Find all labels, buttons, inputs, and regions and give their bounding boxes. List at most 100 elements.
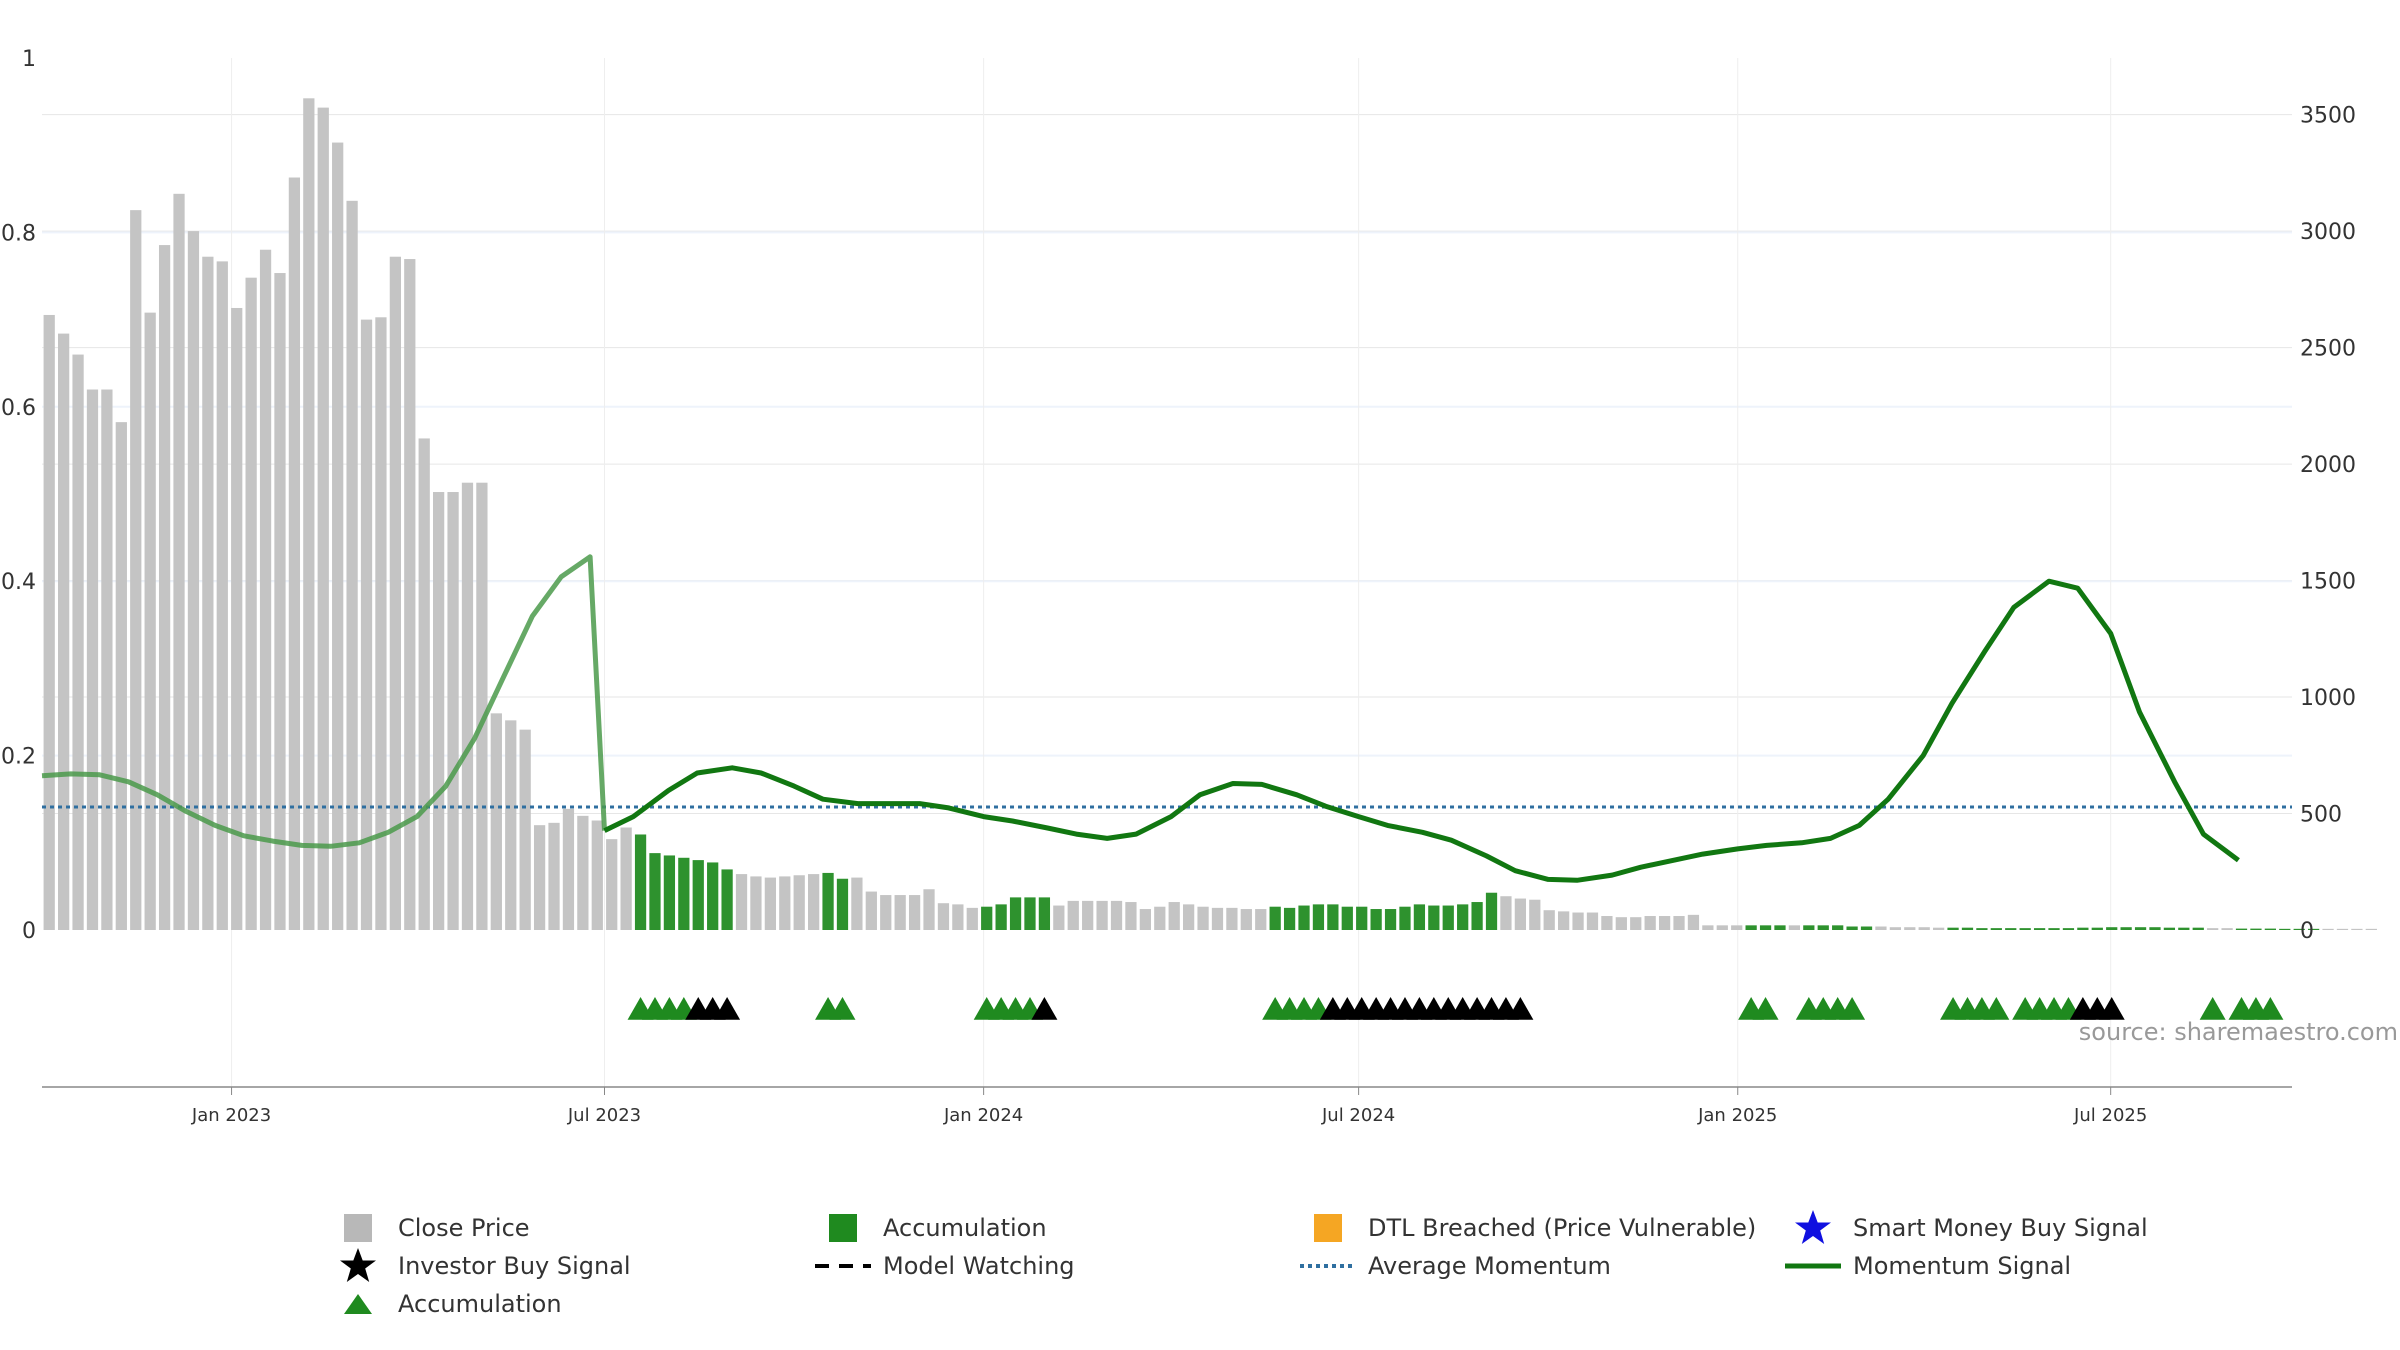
investor-buy-triangle <box>714 997 741 1020</box>
accumulation-bar <box>1990 928 2002 930</box>
accumulation-bar <box>2149 927 2161 930</box>
legend-label: Investor Buy Signal <box>398 1252 631 1280</box>
close-price-bar <box>1716 925 1728 930</box>
right-tick-label: 1500 <box>2300 570 2356 595</box>
close-price-bar <box>865 891 877 930</box>
accumulation-bar <box>2264 928 2276 930</box>
close-price-bar <box>1053 905 1065 930</box>
close-price-bar <box>1933 927 1945 930</box>
close-price-bar <box>519 729 531 930</box>
legend-average-momentum: Average Momentum <box>1300 1250 1611 1282</box>
accumulation-bar <box>721 869 733 930</box>
close-price-bar <box>750 876 762 930</box>
accumulation-bar <box>2077 927 2089 930</box>
right-tick-label: 3500 <box>2300 104 2356 129</box>
close-price-bar <box>1139 909 1151 930</box>
close-price-bar <box>1255 909 1267 930</box>
x-tick-label: Jul 2025 <box>2073 1105 2147 1126</box>
close-price-bar <box>202 256 214 930</box>
close-price-bar <box>923 889 935 930</box>
investor-buy-triangle <box>2098 997 2125 1020</box>
close-price-bar <box>418 438 430 930</box>
close-price-bar <box>86 389 99 930</box>
close-price-bar <box>1197 906 1209 930</box>
accumulation-bar <box>981 906 993 930</box>
close-price-bar <box>360 319 373 930</box>
close-price-bar <box>1904 927 1916 930</box>
legend-close-price: Close Price <box>330 1212 530 1244</box>
close-price-bar <box>620 827 632 930</box>
accumulation-bar <box>2120 927 2132 930</box>
legend-swatch <box>1300 1212 1356 1244</box>
accumulation-bar <box>1024 897 1036 930</box>
source-label: source: sharemaestro.com <box>2079 1018 2398 1046</box>
accumulation-bar <box>678 857 690 930</box>
accumulation-bar <box>1832 925 1844 930</box>
accumulation-bar <box>1009 897 1022 930</box>
left-tick-label: 0 <box>22 919 36 944</box>
close-price-bar <box>1658 916 1671 930</box>
accumulation-bar <box>1947 927 1959 930</box>
close-price-bar <box>1630 917 1642 930</box>
accumulation-bar <box>995 904 1007 930</box>
close-price-bar <box>1875 926 1887 930</box>
accumulation-bar <box>1283 907 1296 930</box>
accumulation-triangle <box>1839 997 1866 1020</box>
momentum-layer <box>41 554 2240 883</box>
close-price-bar <box>332 142 344 931</box>
close-price-bar <box>1687 914 1700 930</box>
accumulation-bar <box>2178 927 2190 930</box>
left-tick-label: 0.8 <box>1 221 36 246</box>
close-price-bar <box>216 261 228 931</box>
close-price-bar <box>908 895 921 930</box>
accumulation-bar <box>1399 906 1411 930</box>
investor-buy-triangle <box>1507 997 1534 1020</box>
close-price-bar <box>1226 907 1238 930</box>
accumulation-bar <box>2293 928 2305 930</box>
close-price-bar <box>1529 899 1541 930</box>
right-tick-label: 0 <box>2300 919 2314 944</box>
legend-investor-buy: Investor Buy Signal <box>330 1248 631 1282</box>
close-price-bar <box>779 876 791 930</box>
accumulation-bar <box>1038 897 1051 930</box>
close-price-bar <box>880 895 892 930</box>
close-price-bar <box>43 314 55 930</box>
accumulation-bar <box>2062 928 2075 930</box>
close-price-bar <box>808 874 820 930</box>
accumulation-bar <box>2106 927 2118 930</box>
close-price-bar <box>1889 927 1901 930</box>
close-price-bar <box>1601 916 1613 930</box>
accumulation-bar <box>1384 909 1397 930</box>
close-price-bar <box>548 822 560 930</box>
close-price-bar <box>346 200 358 930</box>
close-price-bar <box>231 307 243 931</box>
legend-swatch <box>330 1212 386 1244</box>
close-price-bar <box>2221 928 2233 930</box>
close-price-bar <box>1514 898 1526 930</box>
close-price-bar <box>461 482 474 930</box>
close-price-bar <box>1183 904 1195 930</box>
dashed-line-icon <box>815 1250 871 1282</box>
close-price-bar <box>1731 925 1743 930</box>
right-tick-label: 3000 <box>2300 220 2356 245</box>
close-price-bar <box>158 245 171 930</box>
close-price-bar <box>1673 916 1685 930</box>
legend-label: Close Price <box>398 1214 530 1242</box>
close-price-bar <box>476 482 488 930</box>
triangle-up-icon <box>330 1288 386 1320</box>
close-price-bar <box>447 492 459 930</box>
close-price-bar <box>1154 906 1166 930</box>
close-price-bar <box>130 210 142 930</box>
price-bars <box>43 98 2377 931</box>
accumulation-bar <box>1817 925 1829 930</box>
close-price-bar <box>1110 900 1123 930</box>
close-price-bar <box>2351 928 2363 930</box>
close-price-bar <box>937 903 950 930</box>
close-price-bar <box>1096 900 1108 930</box>
close-price-bar <box>1125 902 1137 930</box>
legend-label: Accumulation <box>398 1290 562 1318</box>
close-price-bar <box>389 256 401 930</box>
close-price-bar <box>764 877 776 930</box>
close-price-bar <box>894 895 906 930</box>
close-price-bar <box>288 177 301 930</box>
